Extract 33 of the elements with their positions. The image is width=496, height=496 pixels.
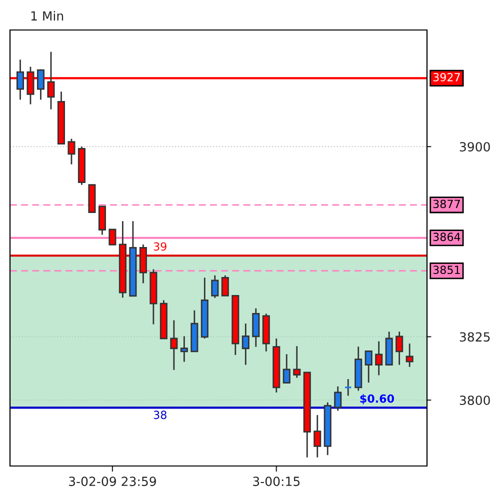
candlestick	[252, 308, 260, 348]
candlestick	[180, 336, 188, 363]
candlestick	[406, 342, 414, 368]
candlestick	[170, 320, 178, 371]
chart-title: 1 Min	[31, 10, 64, 20]
y-tick-label: 3800	[460, 396, 490, 406]
candlestick	[36, 68, 45, 100]
y-tick-label: 3825	[460, 332, 490, 342]
candlestick	[16, 58, 24, 100]
candlestick	[98, 206, 106, 236]
annotation: 38	[154, 410, 166, 420]
annotation: $0.60	[360, 394, 394, 404]
annotation: 39	[154, 242, 166, 251]
y-tick-label: 3900	[460, 142, 490, 152]
candlestick	[375, 340, 383, 376]
candlestick	[68, 138, 76, 166]
candlestick	[221, 274, 229, 297]
candlestick	[211, 274, 219, 299]
ref-line-label: 3864	[433, 232, 460, 242]
ref-line-label: 3877	[433, 200, 460, 208]
x-tick-label: 3-02-09 23:59	[69, 476, 156, 486]
candlestick	[282, 354, 290, 384]
candlestick	[314, 414, 322, 458]
ref-line-label: 3927	[433, 72, 460, 82]
candlestick	[396, 330, 404, 366]
candlestick	[344, 378, 352, 396]
candlestick	[242, 322, 250, 366]
candlestick	[364, 350, 372, 384]
ref-line-label: 3851	[433, 266, 460, 274]
x-tick-label: 3-00:15	[253, 476, 300, 486]
candlestick	[293, 345, 301, 378]
candlestick	[108, 228, 116, 246]
candlestick	[334, 386, 342, 412]
